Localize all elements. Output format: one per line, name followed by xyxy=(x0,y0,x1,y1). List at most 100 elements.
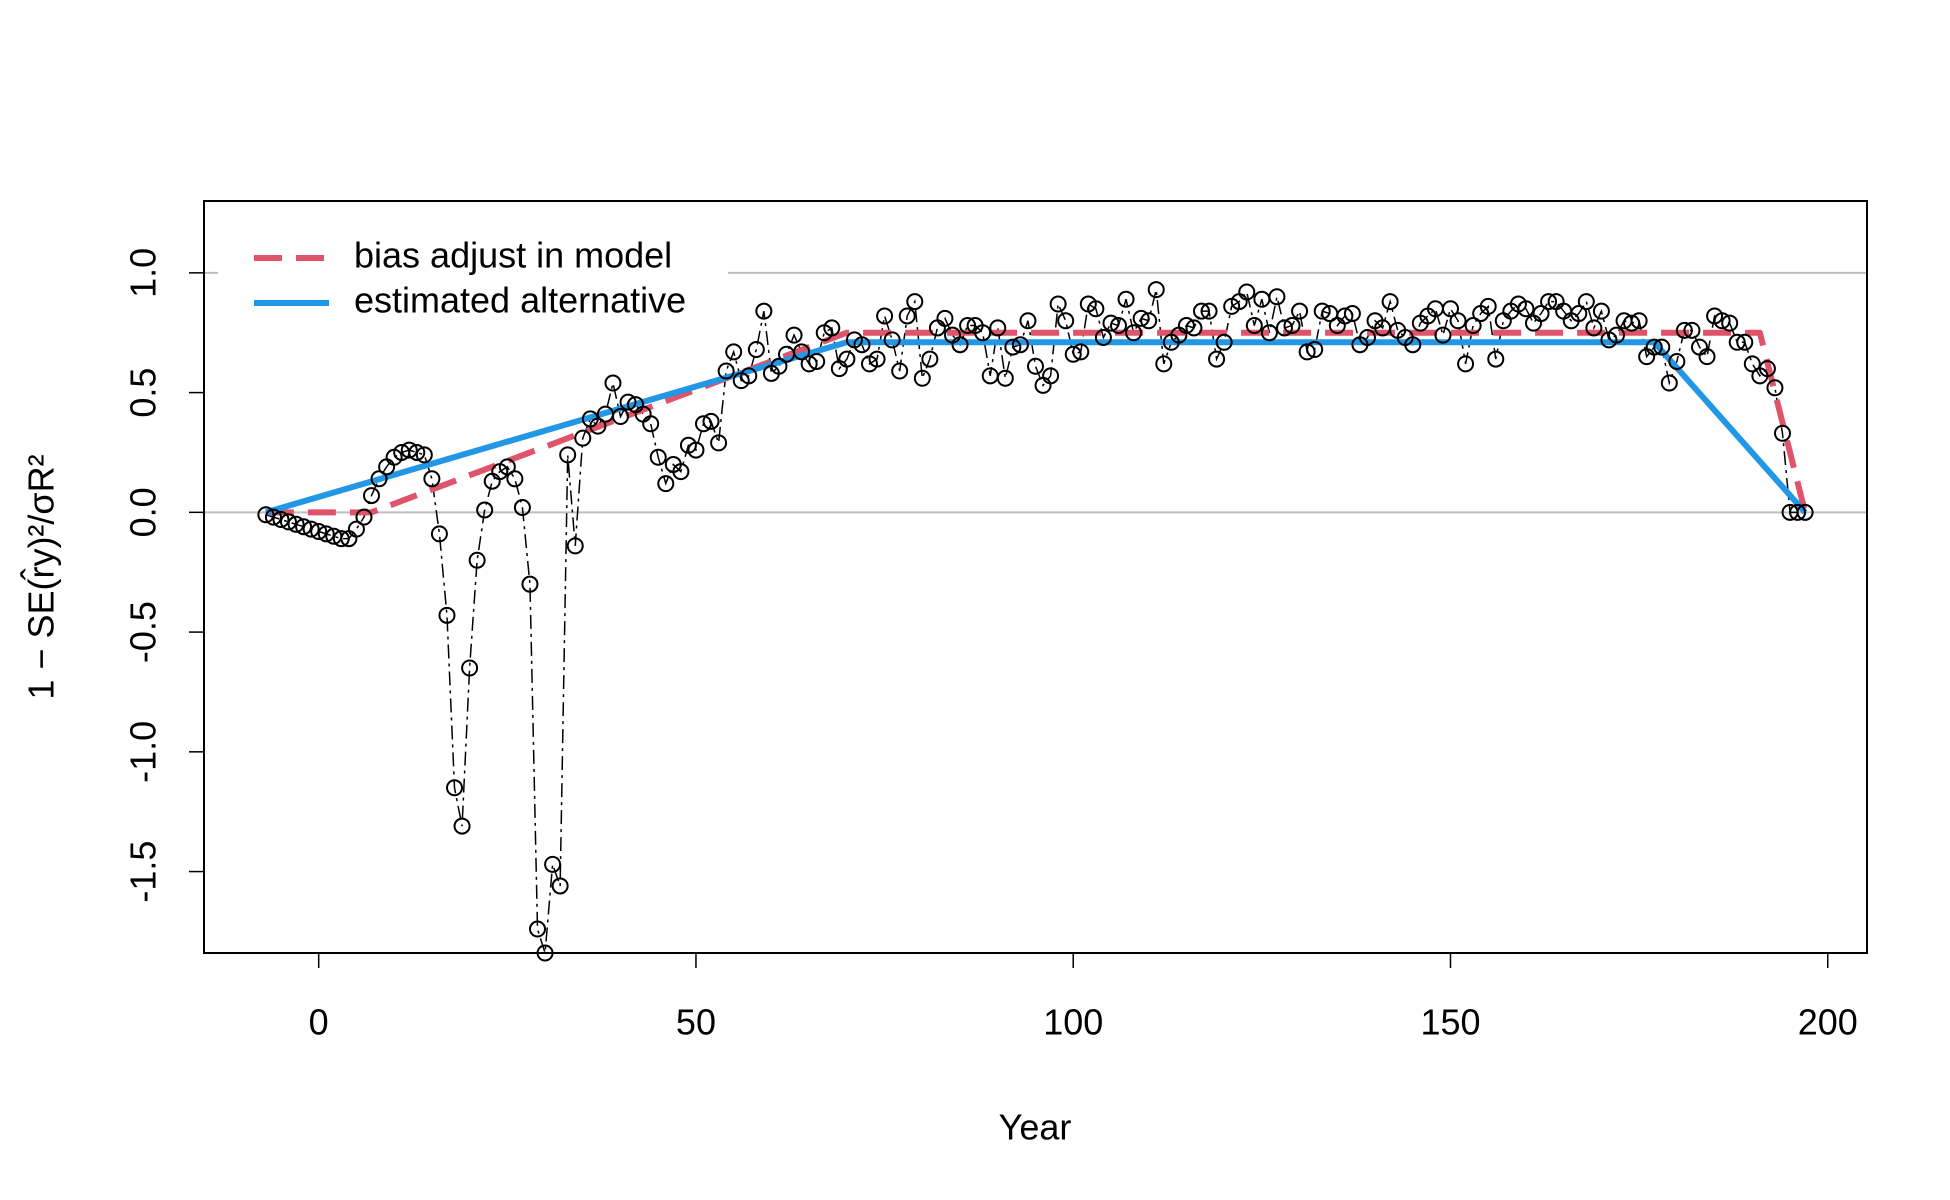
point xyxy=(989,319,1007,337)
point xyxy=(1532,305,1550,323)
point xyxy=(566,537,584,555)
point xyxy=(302,520,320,538)
point xyxy=(959,317,977,335)
y-tick-label: 0.0 xyxy=(123,487,164,537)
point xyxy=(423,470,441,488)
point xyxy=(740,367,758,385)
point xyxy=(408,443,426,461)
point xyxy=(1645,338,1663,356)
point xyxy=(876,307,894,325)
point xyxy=(1102,314,1120,332)
point xyxy=(363,487,381,505)
point xyxy=(619,393,637,411)
point xyxy=(1660,374,1678,392)
point xyxy=(1057,312,1075,330)
point xyxy=(1306,340,1324,358)
point xyxy=(657,475,675,493)
y-tick-label: -0.5 xyxy=(123,601,164,663)
point xyxy=(1343,305,1361,323)
point xyxy=(1653,338,1671,356)
point xyxy=(1743,355,1761,373)
point xyxy=(1177,317,1195,335)
point xyxy=(438,606,456,624)
point xyxy=(687,441,705,459)
point xyxy=(1200,302,1218,320)
point xyxy=(280,513,298,531)
point xyxy=(1185,319,1203,337)
point xyxy=(1517,300,1535,318)
point xyxy=(800,355,818,373)
point xyxy=(415,446,433,464)
point xyxy=(1789,503,1807,521)
point xyxy=(1064,345,1082,363)
point xyxy=(1336,307,1354,325)
point xyxy=(1275,319,1293,337)
point xyxy=(1457,355,1475,373)
point xyxy=(974,324,992,342)
point xyxy=(1381,293,1399,311)
point xyxy=(891,362,909,380)
point xyxy=(310,522,328,540)
point xyxy=(1683,321,1701,339)
point xyxy=(1449,312,1467,330)
point xyxy=(1713,312,1731,330)
point xyxy=(1011,336,1029,354)
series-line xyxy=(265,339,1808,516)
y-tick-label: 1.0 xyxy=(123,248,164,298)
y-tick-label: -1.5 xyxy=(123,841,164,903)
point xyxy=(1215,333,1233,351)
point xyxy=(1630,312,1648,330)
point xyxy=(1004,338,1022,356)
point xyxy=(1147,281,1165,299)
y-tick-label: -1.0 xyxy=(123,721,164,783)
point xyxy=(1313,302,1331,320)
point xyxy=(287,515,305,533)
point xyxy=(317,525,335,543)
point xyxy=(1464,317,1482,335)
point xyxy=(755,302,773,320)
point xyxy=(1019,312,1037,330)
point xyxy=(430,525,448,543)
point xyxy=(332,530,350,548)
plot-frame xyxy=(203,200,1868,954)
point xyxy=(1117,290,1135,308)
point xyxy=(612,408,630,426)
point xyxy=(551,877,569,895)
x-tick-label: 0 xyxy=(309,1002,329,1043)
point xyxy=(1245,317,1263,335)
point xyxy=(1540,293,1558,311)
x-tick-label: 100 xyxy=(1043,1002,1103,1043)
point xyxy=(559,446,577,464)
point xyxy=(702,412,720,430)
point xyxy=(785,326,803,344)
point xyxy=(838,350,856,368)
point xyxy=(747,340,765,358)
point xyxy=(936,309,954,327)
point xyxy=(1283,317,1301,335)
point xyxy=(793,343,811,361)
point xyxy=(529,920,547,938)
legend-label: bias adjust in model xyxy=(354,235,672,276)
point xyxy=(1109,317,1127,335)
y-tick-label: 0.5 xyxy=(123,368,164,418)
point xyxy=(1668,352,1686,370)
point xyxy=(400,441,418,459)
point xyxy=(642,415,660,433)
point xyxy=(295,518,313,536)
point xyxy=(574,429,592,447)
point xyxy=(1404,336,1422,354)
point xyxy=(1570,305,1588,323)
point xyxy=(1623,314,1641,332)
point xyxy=(1042,367,1060,385)
point xyxy=(1358,329,1376,347)
y-axis-label: 1 − SE(r̂y)²/σR² xyxy=(19,454,62,699)
point xyxy=(1479,297,1497,315)
point xyxy=(1721,314,1739,332)
point xyxy=(1773,424,1791,442)
point xyxy=(506,470,524,488)
x-tick-label: 50 xyxy=(676,1002,716,1043)
point xyxy=(1434,326,1452,344)
point xyxy=(446,779,464,797)
